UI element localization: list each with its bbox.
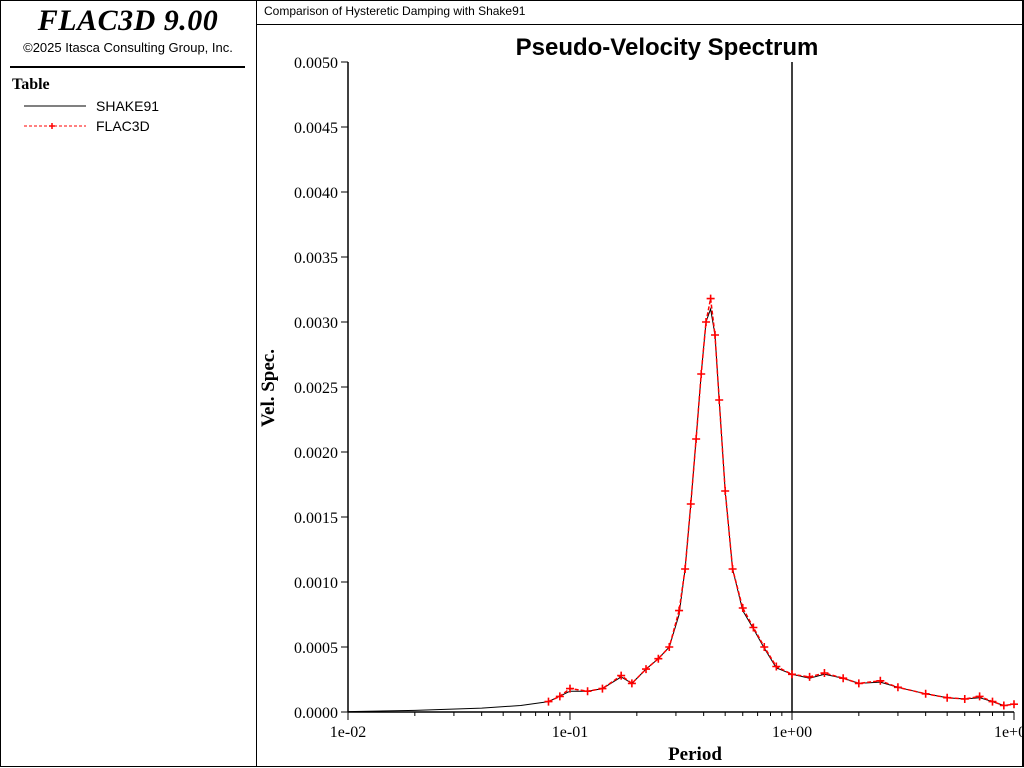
legend-item-flac3d: FLAC3D [24,118,224,134]
data-point [999,701,1008,710]
copyright-text: ©2025 Itasca Consulting Group, Inc. [23,40,233,55]
y-axis-label: Vel. Spec. [258,349,279,427]
data-point [839,674,848,683]
data-point [805,672,814,681]
plot-panel [256,0,1024,767]
data-point [692,435,701,443]
y-tick-label: 0.0005 [294,640,338,657]
legend-title: Table [12,76,50,93]
legend-panel [0,0,256,767]
y-tick-label: 0.0000 [294,705,338,722]
data-point [702,318,711,326]
x-tick-label: 1e-01 [552,724,588,741]
data-point [760,643,769,651]
data-point [627,679,636,688]
data-point [675,606,684,615]
caption-divider [257,24,1022,25]
data-point [715,396,724,404]
data-point [583,687,592,696]
plot-caption: Comparison of Hysteretic Damping with Sh… [264,4,526,18]
data-point [921,689,930,698]
y-tick-label: 0.0050 [294,55,338,72]
y-tick-label: 0.0045 [294,120,338,137]
legend-label: SHAKE91 [96,98,160,114]
x-tick-label: 1e+01 [994,724,1024,741]
y-tick-label: 0.0035 [294,250,338,267]
data-point [555,692,564,701]
data-point [772,662,781,671]
data-point [960,695,969,703]
data-point [1010,700,1018,709]
data-point [788,670,796,679]
data-point [975,692,984,701]
legend-swatch-shake91 [24,105,86,107]
app-title: FLAC3D 9.00 [37,4,219,37]
data-point [738,604,747,612]
data-point [706,294,715,303]
data-point [820,669,829,677]
y-tick-label: 0.0025 [294,380,338,397]
series-line-shake91 [347,307,1015,713]
data-point [681,565,690,573]
legend-divider [10,66,245,68]
y-tick-label: 0.0015 [294,510,338,527]
data-point [943,693,952,702]
data-point [686,500,695,508]
chart-title: Pseudo-Velocity Spectrum [516,34,819,61]
data-point [893,683,902,692]
y-tick-label: 0.0030 [294,315,338,332]
y-tick-label: 0.0020 [294,445,338,462]
data-point [642,665,651,674]
x-tick-label: 1e+00 [772,724,812,741]
data-point [566,684,574,693]
data-point [749,623,758,632]
data-point [654,654,663,663]
x-tick-label: 1e-02 [330,724,366,741]
data-point [665,643,674,651]
data-point [854,679,863,688]
data-point [617,671,626,680]
legend-item-shake91: SHAKE91 [24,98,224,114]
data-point [711,331,720,339]
legend-swatch-flac3d [24,123,86,129]
data-point [598,684,607,693]
series-line-flac3d [548,298,1015,707]
data-point [721,487,730,495]
data-point [544,697,553,706]
data-point [697,370,706,378]
y-tick-label: 0.0040 [294,185,338,202]
legend-label: FLAC3D [96,118,150,134]
data-point [728,565,737,573]
data-point [988,697,997,706]
data-point [876,676,885,685]
y-tick-label: 0.0010 [294,575,338,592]
x-axis-label: Period [668,744,722,765]
